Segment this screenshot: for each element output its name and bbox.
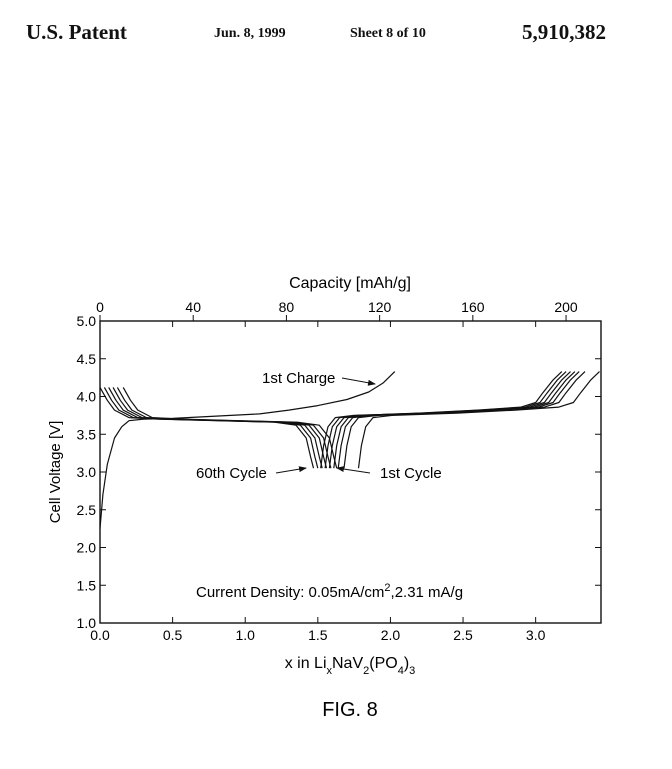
x2-tick-label: 160	[461, 299, 485, 315]
x-tick-label: 3.0	[526, 627, 546, 643]
label-60th-cycle: 60th Cycle	[196, 465, 267, 482]
figure-caption: FIG. 8	[322, 699, 378, 721]
x-tick-label: 1.0	[235, 627, 255, 643]
x-tick-label: 0.0	[90, 627, 110, 643]
series-line-2-5	[343, 371, 586, 469]
series-line-1-4	[116, 387, 332, 469]
x-tick-label: 0.5	[163, 627, 183, 643]
x-tick-label: 2.0	[381, 627, 401, 643]
series-line-1-0	[99, 387, 315, 469]
series-line-1-2	[108, 387, 323, 469]
x-tick-label: 2.5	[453, 627, 473, 643]
series-line-1-1	[103, 387, 319, 469]
axis-ticks: 0.0 0.5 1.0 1.5 2.0 2.5 3.0 0 40 80 120 160 200 1.0 1.…	[77, 299, 601, 643]
plot-frame	[99, 320, 602, 624]
y-tick-label: 3.5	[77, 426, 97, 442]
series-line-2-6	[357, 371, 600, 469]
series-line-1-3	[112, 387, 328, 469]
y-axis-title: Cell Voltage [V]	[47, 421, 64, 524]
y-tick-label: 3.0	[77, 464, 97, 480]
x-tick-label: 1.5	[308, 627, 328, 643]
y-tick-label: 1.0	[77, 615, 97, 631]
series-line-0-0	[99, 371, 396, 529]
patent-date: Jun. 8, 1999	[214, 26, 286, 41]
label-1st-charge: 1st Charge	[262, 370, 335, 387]
series-line-2-2	[328, 371, 571, 469]
x2-tick-label: 80	[279, 299, 295, 315]
y-tick-label: 4.5	[77, 351, 97, 367]
y-tick-label: 4.0	[77, 389, 97, 405]
data-curves	[99, 371, 600, 529]
y-tick-label: 5.0	[77, 313, 97, 329]
x2-tick-label: 120	[368, 299, 392, 315]
series-line-2-1	[324, 371, 567, 469]
x2-tick-label: 40	[185, 299, 201, 315]
y-tick-label: 2.5	[77, 502, 97, 518]
sheet-number: Sheet 8 of 10	[350, 26, 426, 41]
arrow-1st-charge	[341, 377, 376, 386]
top-axis-title: Capacity [mAh/g]	[289, 275, 411, 292]
y-tick-label: 1.5	[77, 577, 97, 593]
patent-office-label: U.S. Patent	[26, 20, 127, 44]
x-axis-title: x in LixNaV2(PO4)3	[285, 655, 416, 677]
series-line-1-5	[122, 387, 338, 469]
series-line-2-3	[333, 371, 576, 469]
arrow-1st-cycle	[336, 466, 371, 474]
arrow-60th-cycle	[275, 466, 307, 474]
x2-tick-label: 0	[96, 299, 104, 315]
series-line-2-4	[337, 371, 580, 469]
y-tick-label: 2.0	[77, 540, 97, 556]
patent-number: 5,910,382	[522, 20, 606, 44]
current-density-note: Current Density: 0.05mA/cm2,2.31 mA/g	[196, 582, 463, 601]
label-1st-cycle: 1st Cycle	[380, 465, 442, 482]
x2-tick-label: 200	[554, 299, 578, 315]
